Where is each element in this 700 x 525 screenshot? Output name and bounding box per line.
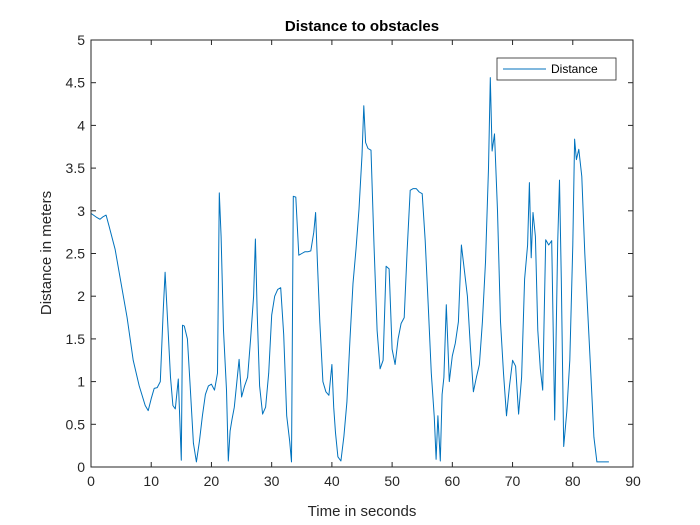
x-tick-label: 70 [505, 473, 521, 489]
legend: Distance [496, 57, 617, 81]
x-tick-label: 60 [445, 473, 461, 489]
y-tick-label: 1.5 [66, 331, 86, 347]
chart-title: Distance to obstacles [285, 18, 439, 35]
x-axis: 0 10 20 30 40 50 60 70 80 90 [87, 40, 641, 489]
x-tick-label: 0 [87, 473, 95, 489]
x-tick-label: 80 [565, 473, 581, 489]
y-tick-label: 3 [77, 203, 85, 219]
x-tick-label: 20 [204, 473, 220, 489]
y-tick-label: 4 [77, 117, 85, 133]
legend-label-distance: Distance [551, 62, 598, 76]
x-tick-label: 10 [143, 473, 159, 489]
series-line-distance [90, 77, 609, 463]
y-tick-label: 0 [77, 459, 85, 475]
y-tick-label: 5 [77, 32, 85, 48]
x-tick-label: 40 [324, 473, 340, 489]
y-tick-label: 3.5 [66, 160, 86, 176]
x-tick-label: 50 [384, 473, 400, 489]
plot-area [91, 40, 633, 467]
axes-box [90, 39, 634, 468]
x-tick-label: 30 [264, 473, 280, 489]
y-tick-label: 2.5 [66, 246, 86, 262]
y-tick-label: 2 [77, 288, 85, 304]
y-tick-label: 1 [77, 374, 85, 390]
x-axis-label: Time in seconds [308, 503, 417, 520]
legend-box [496, 57, 617, 81]
y-axis-label: Distance in meters [38, 191, 55, 315]
y-tick-label: 0.5 [66, 416, 86, 432]
y-tick-label: 4.5 [66, 75, 86, 91]
x-tick-label: 90 [625, 473, 641, 489]
